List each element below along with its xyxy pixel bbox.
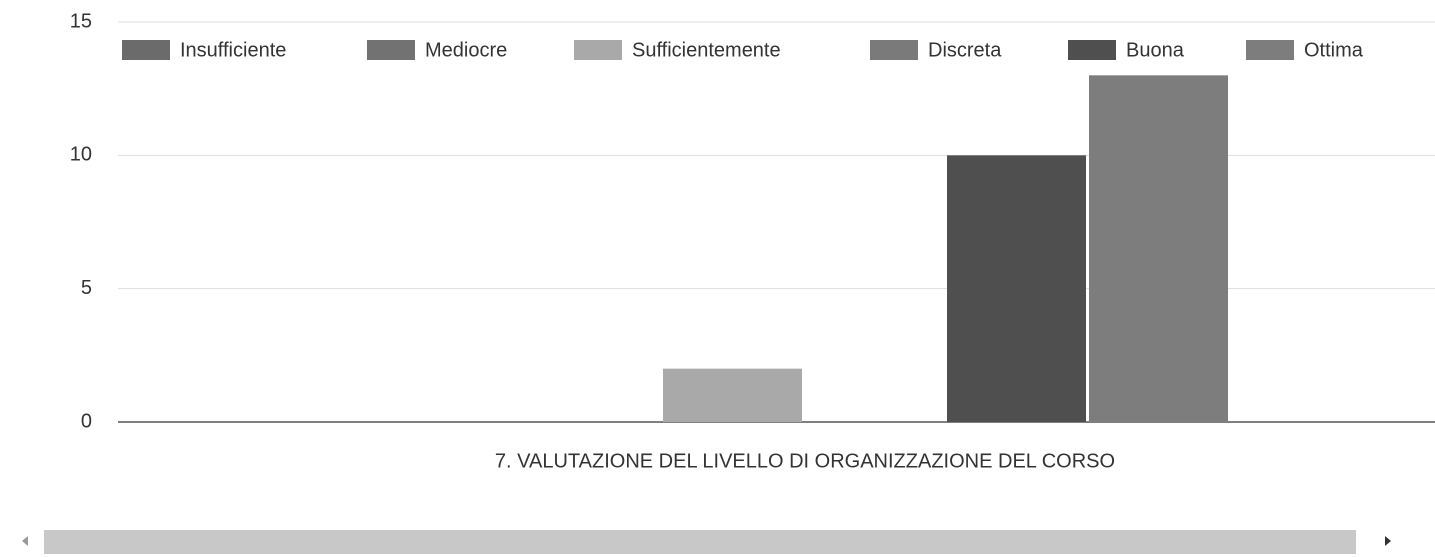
legend-swatch <box>574 40 622 60</box>
y-tick-label: 15 <box>70 10 92 32</box>
scroll-left[interactable] <box>22 536 28 546</box>
bar <box>1089 75 1228 422</box>
scrollbar[interactable] <box>22 530 1391 554</box>
legend-label: Ottima <box>1304 39 1364 61</box>
y-tick-label: 0 <box>81 410 92 432</box>
scroll-right[interactable] <box>1385 536 1391 546</box>
legend-label: Mediocre <box>425 39 507 61</box>
legend-swatch <box>870 40 918 60</box>
legend-swatch <box>1068 40 1116 60</box>
y-tick-label: 10 <box>70 144 92 166</box>
bar <box>663 368 802 422</box>
legend-label: Buona <box>1126 39 1185 61</box>
legend-label: Sufficientemente <box>632 39 781 61</box>
legend-swatch <box>1246 40 1294 60</box>
legend-swatch <box>122 40 170 60</box>
legend-label: Discreta <box>928 39 1002 61</box>
scrollbar-thumb[interactable] <box>44 530 1356 554</box>
y-tick-label: 5 <box>81 277 92 299</box>
legend-swatch <box>367 40 415 60</box>
legend-label: Insufficiente <box>180 39 286 61</box>
x-tick-label: 7. VALUTAZIONE DEL LIVELLO DI ORGANIZZAZ… <box>495 450 1115 472</box>
bar <box>947 155 1086 423</box>
